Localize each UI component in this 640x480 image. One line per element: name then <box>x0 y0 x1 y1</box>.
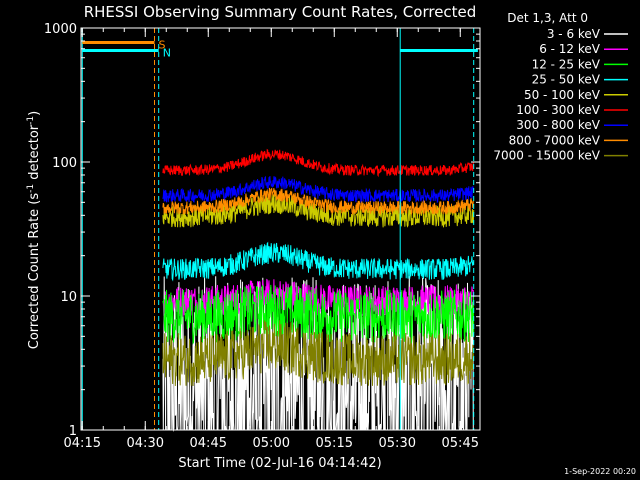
legend-label-8: 800 - 7000 keV <box>509 133 601 147</box>
legend-label-5: 50 - 100 keV <box>524 88 601 102</box>
y-tick-label-3: 100 <box>52 156 77 171</box>
legend-label-4: 25 - 50 keV <box>532 73 601 87</box>
x-tick-label-2: 04:30 <box>127 436 164 451</box>
x-tick-label-4: 05:00 <box>253 436 290 451</box>
y-axis-ticks: 1 10 100 1000 <box>44 22 480 439</box>
series-line-6 <box>162 148 475 178</box>
chart-title: RHESSI Observing Summary Count Rates, Co… <box>84 3 477 21</box>
legend-label-1: 3 - 6 keV <box>547 27 601 41</box>
series-line-9 <box>162 319 475 387</box>
footer-timestamp: 1-Sep-2022 00:20 <box>564 467 636 476</box>
legend-label-3: 12 - 25 keV <box>532 57 601 71</box>
legend-label-6: 100 - 300 keV <box>516 103 600 117</box>
y-tick-label-2: 10 <box>60 290 77 305</box>
series-line-4 <box>162 241 475 282</box>
legend-header: Det 1,3, Att 0 <box>507 11 588 25</box>
series-line-3 <box>162 284 475 345</box>
y-axis-label: Corrected Count Rate (s-1 detector-1) <box>26 111 42 349</box>
y-tick-label-4: 1000 <box>44 22 77 37</box>
flag-label-1: S <box>159 38 166 51</box>
x-tick-label-1: 04:15 <box>64 436 101 451</box>
x-tick-label-5: 05:15 <box>316 436 353 451</box>
legend-label-9: 7000 - 15000 keV <box>493 149 600 163</box>
y-tick-label-1: 1 <box>69 424 77 439</box>
flag-label-2: N <box>163 46 171 59</box>
legend-label-2: 6 - 12 keV <box>539 42 601 56</box>
x-axis-ticks: 04:15 04:30 04:45 05:00 05:15 05:30 05:45 <box>64 28 479 451</box>
plot-frame <box>80 27 481 431</box>
x-tick-label-3: 04:45 <box>190 436 227 451</box>
x-axis-label: Start Time (02-Jul-16 04:14:42) <box>178 456 381 471</box>
x-tick-label-7: 05:45 <box>442 436 479 451</box>
plot-area: SN <box>80 27 481 432</box>
series-line-5 <box>162 193 475 228</box>
series-line-8 <box>162 187 474 216</box>
x-tick-label-6: 05:30 <box>379 436 416 451</box>
series-line-7 <box>162 175 475 204</box>
legend-label-7: 300 - 800 keV <box>516 118 600 132</box>
